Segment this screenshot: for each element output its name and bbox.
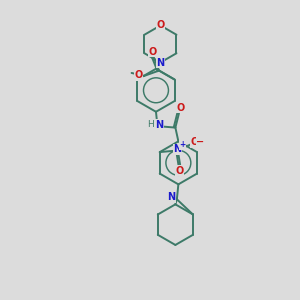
Text: O: O [149,47,157,57]
Text: O: O [156,20,165,31]
Text: N: N [156,58,164,68]
Text: N: N [155,120,163,130]
Text: O: O [175,166,183,176]
Text: N: N [167,193,175,202]
Text: O: O [135,70,143,80]
Text: H: H [147,120,154,129]
Text: +: + [180,140,186,149]
Text: −: − [196,137,204,147]
Text: O: O [190,137,199,147]
Text: N: N [173,144,181,154]
Text: O: O [177,103,185,113]
